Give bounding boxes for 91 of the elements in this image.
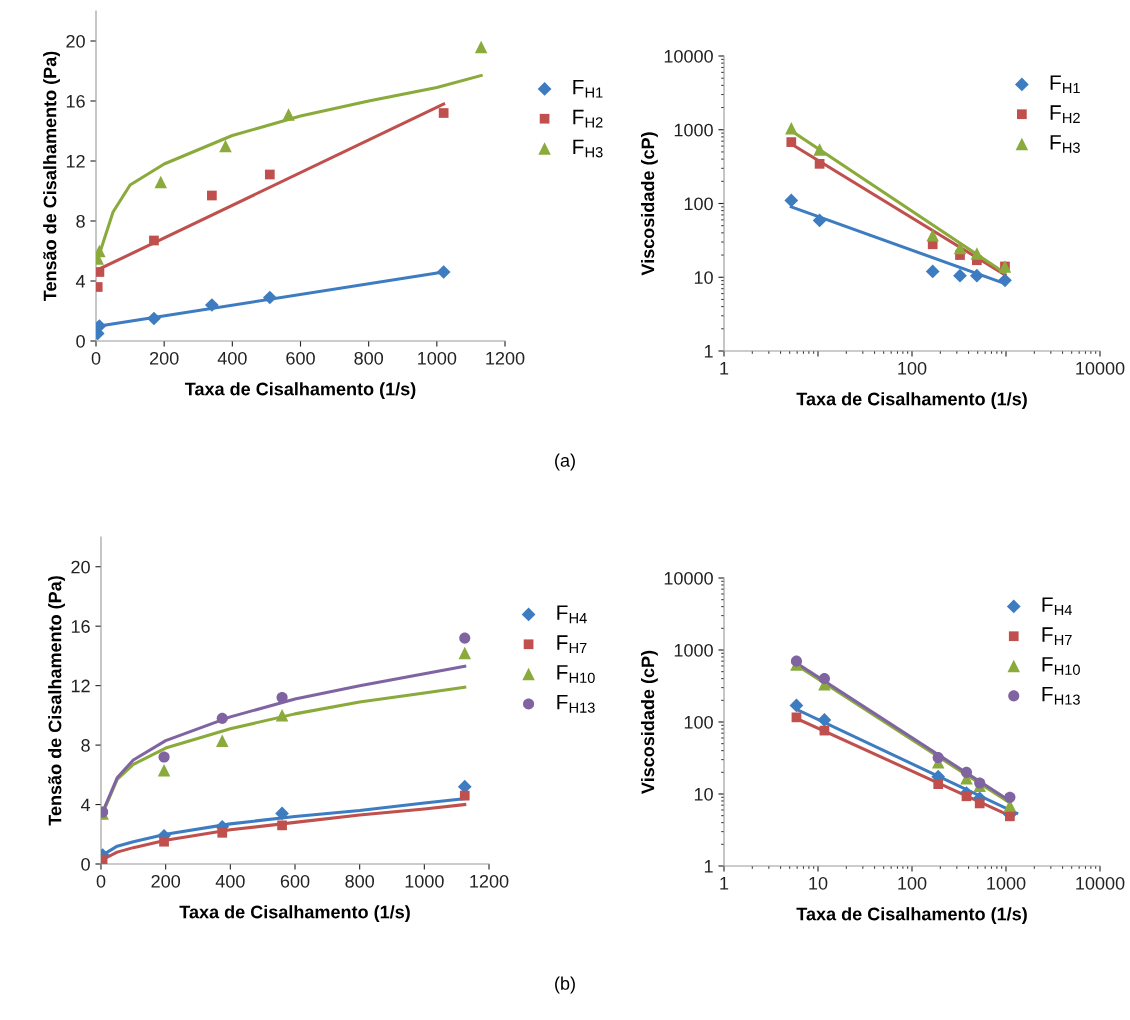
x-tick-label: 10000 [1076, 361, 1125, 375]
legend-label: F$_{H1}$ [1050, 75, 1080, 94]
y-tick-label: 8 [76, 214, 85, 228]
x-tick-label: 800 [354, 351, 384, 365]
y-tick-label: 1 [704, 860, 713, 873]
point [459, 632, 471, 644]
point [207, 190, 217, 201]
y-tick-label: 10000 [664, 49, 713, 63]
legend-label: F$_{H13}$ [1042, 686, 1080, 705]
y-tick-label: 20 [71, 560, 90, 574]
x-tick-label: 100 [898, 361, 927, 375]
y-tick-label: 4 [80, 798, 91, 812]
legend-label: F$_{H4}$ [557, 605, 587, 624]
legend-label: F$_{H4}$ [1042, 597, 1072, 616]
point [216, 712, 228, 724]
y-tick-label: 10 [694, 787, 713, 801]
y-tick-label: 10000 [664, 571, 713, 585]
x-tick-label: 200 [151, 874, 181, 888]
text: (b) [555, 976, 575, 994]
x-tick-label: 1000 [987, 876, 1026, 890]
point [96, 267, 105, 277]
x-tick-label: 10 [809, 876, 828, 890]
point [282, 108, 295, 121]
legend-label: F$_{H1}$ [573, 79, 603, 98]
legend-label: F$_{H7}$ [1042, 627, 1072, 645]
x-tick-label: 1000 [405, 874, 444, 888]
point [438, 108, 449, 118]
point [275, 806, 289, 821]
point [275, 709, 289, 722]
y-axis-title: Viscosidade (cP) [640, 650, 658, 794]
y-axis-title: Tensão de Cisalhamento (Pa) [48, 576, 65, 826]
y-tick-label: 100 [684, 197, 713, 211]
point [158, 751, 170, 763]
y-tick-label: 12 [71, 679, 90, 693]
y-tick-label: 16 [71, 620, 90, 633]
legend-label: F$_{H3}$ [1050, 135, 1080, 153]
y-tick-label: 100 [684, 715, 713, 729]
point [149, 235, 159, 246]
legend-label: F$_{H2}$ [1050, 105, 1080, 123]
y-tick-label: 20 [66, 34, 85, 48]
legend-label: F$_{H13}$ [557, 695, 595, 713]
point [159, 836, 169, 847]
x-tick-label: 600 [280, 874, 310, 888]
legend-label: F$_{H10}$ [1042, 657, 1080, 675]
y-tick-label: 0 [81, 857, 90, 871]
y-tick-label: 16 [66, 94, 85, 108]
y-tick-label: 4 [75, 275, 86, 288]
y-tick-label: 8 [81, 739, 90, 752]
point [217, 827, 228, 838]
y-tick-label: 10 [694, 271, 713, 284]
x-axis-title: Taxa de Cisalhamento (1/s) [796, 907, 1027, 924]
y-tick-label: 0 [76, 334, 85, 348]
legend-label: F$_{H2}$ [573, 109, 603, 128]
x-axis-title: Taxa de Cisalhamento (1/s) [796, 392, 1027, 409]
point [264, 169, 275, 180]
y-tick-label: 1000 [674, 123, 713, 137]
x-tick-label: 1 [720, 362, 729, 375]
x-tick-label: 1 [720, 877, 729, 890]
x-tick-label: 400 [215, 874, 245, 888]
x-tick-label: 0 [91, 351, 101, 365]
legend-label: F$_{H10}$ [557, 665, 595, 683]
point [147, 311, 161, 326]
legend-label: F$_{H3}$ [573, 139, 603, 158]
legend-label: F$_{H7}$ [557, 635, 587, 653]
x-tick-label: 800 [345, 874, 375, 888]
x-tick-label: 100 [898, 876, 927, 890]
x-tick-label: 1200 [470, 874, 509, 888]
x-tick-label: 600 [286, 351, 315, 365]
point [277, 820, 287, 831]
x-tick-label: 400 [217, 351, 247, 365]
x-tick-label: 1000 [418, 351, 457, 365]
y-axis-title: Tensão de Cisalhamento (Pa) [43, 51, 60, 302]
x-axis-title: Taxa de Cisalhamento (1/s) [179, 905, 410, 922]
text: (a) [555, 453, 575, 471]
point [436, 265, 451, 279]
x-tick-label: 200 [150, 351, 179, 365]
x-tick-label: 1200 [486, 351, 525, 365]
point [474, 40, 488, 54]
point [458, 646, 471, 660]
y-tick-label: 1000 [674, 643, 713, 657]
point [219, 139, 232, 153]
point [216, 734, 229, 747]
y-tick-label: 12 [66, 154, 85, 168]
x-axis-title: Taxa de Cisalhamento (1/s) [184, 382, 416, 399]
x-tick-label: 10000 [1076, 876, 1125, 890]
y-axis-title: Viscosidade (cP) [640, 132, 658, 276]
point [154, 175, 168, 189]
point [157, 764, 171, 777]
point [459, 790, 470, 801]
point [262, 290, 277, 305]
x-tick-label: 0 [96, 874, 106, 888]
